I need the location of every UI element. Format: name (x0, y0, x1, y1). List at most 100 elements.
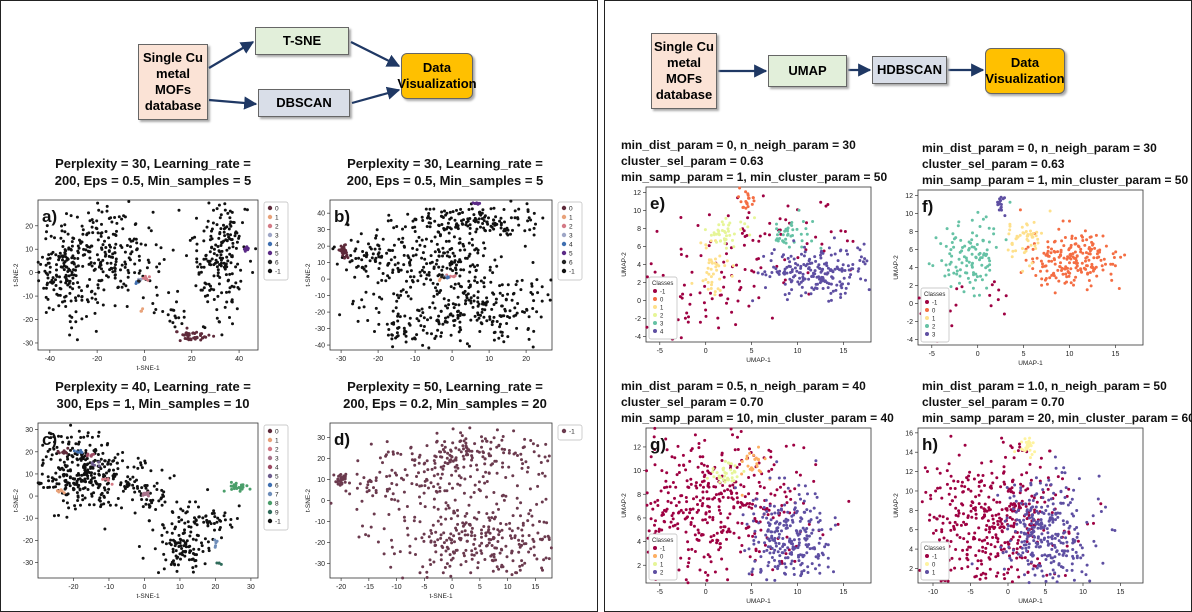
data-point (787, 245, 791, 249)
data-point (147, 519, 151, 523)
data-point (714, 265, 718, 269)
data-point (958, 268, 962, 272)
data-point (70, 270, 74, 274)
data-point (801, 220, 805, 223)
data-point (137, 545, 141, 548)
data-point (734, 323, 738, 327)
data-point (492, 218, 495, 222)
data-point (237, 504, 241, 508)
x-tick-label: -5 (657, 589, 663, 596)
data-point (96, 486, 100, 490)
data-point (523, 229, 527, 233)
data-point (705, 490, 709, 494)
data-point (90, 494, 94, 498)
data-point (531, 537, 535, 541)
data-point (696, 224, 700, 227)
data-point (736, 521, 740, 525)
points (36, 200, 258, 343)
legend-marker (925, 308, 929, 312)
data-point (808, 547, 812, 551)
data-point (72, 237, 76, 240)
y-tick-label: 10 (905, 211, 913, 218)
data-point (470, 549, 474, 553)
panel-letter: g) (650, 435, 666, 454)
data-point (726, 297, 730, 301)
data-point (64, 483, 68, 487)
y-tick-label: 40 (317, 211, 325, 218)
data-point (996, 298, 1000, 302)
data-point (429, 563, 433, 566)
data-point (86, 300, 90, 304)
data-point (961, 490, 965, 494)
data-point (1017, 504, 1021, 508)
data-point (60, 254, 64, 258)
data-point (139, 309, 143, 313)
data-point (747, 547, 751, 551)
data-point (444, 304, 448, 308)
data-point (805, 221, 808, 225)
y-tick-label: -2 (635, 316, 641, 323)
data-point (469, 296, 473, 300)
data-point (124, 284, 128, 288)
data-point (741, 503, 744, 507)
data-point (653, 270, 657, 274)
data-point (141, 505, 145, 509)
data-point (93, 311, 97, 315)
data-point (68, 475, 72, 479)
data-point (466, 533, 470, 537)
data-point (1016, 568, 1019, 572)
data-point (418, 520, 422, 524)
data-point (65, 515, 69, 519)
data-point (504, 476, 508, 479)
data-point (703, 473, 707, 477)
data-point (206, 300, 210, 304)
data-point (46, 449, 50, 453)
data-point (470, 454, 474, 458)
legend-label: 2 (660, 313, 664, 319)
data-point (720, 459, 724, 462)
data-point (414, 253, 418, 257)
data-point (198, 262, 202, 266)
data-point (795, 227, 799, 231)
data-point (182, 309, 186, 313)
data-point (444, 549, 448, 553)
data-point (726, 516, 730, 520)
data-point (488, 531, 492, 535)
data-point (945, 539, 949, 543)
data-point (668, 525, 672, 529)
data-point (679, 336, 683, 340)
data-point (495, 445, 499, 449)
data-point (77, 294, 80, 298)
data-point (475, 449, 479, 453)
data-point (448, 564, 452, 568)
data-point (138, 269, 142, 273)
data-point (216, 271, 220, 275)
data-point (477, 316, 481, 320)
scatter-panel-g: -5 0 5 10 1524681012UMAP-1UMAP-2g)Classes-10… (621, 426, 872, 605)
data-point (499, 255, 503, 259)
data-point (529, 291, 533, 294)
data-point (203, 562, 207, 566)
data-point (78, 239, 82, 243)
data-point (230, 300, 234, 304)
data-point (976, 210, 980, 214)
data-point (497, 567, 501, 571)
data-point (960, 484, 964, 488)
data-point (684, 530, 688, 534)
data-point (126, 275, 130, 279)
data-point (77, 246, 81, 250)
data-point (676, 318, 680, 322)
data-point (1090, 262, 1094, 266)
data-point (200, 265, 203, 269)
data-point (763, 457, 767, 461)
data-point (1008, 228, 1012, 232)
data-point (143, 493, 147, 496)
data-point (93, 267, 97, 271)
data-point (130, 250, 134, 254)
data-point (162, 526, 166, 530)
data-point (65, 455, 69, 459)
data-point (397, 237, 401, 241)
data-point (1046, 240, 1050, 244)
data-point (372, 292, 376, 296)
data-point (988, 527, 992, 531)
